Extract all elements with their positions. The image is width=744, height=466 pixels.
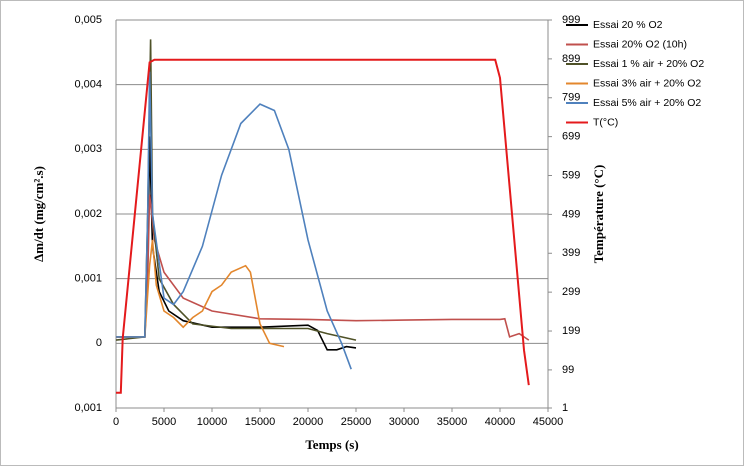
x-tick-label: 20000 xyxy=(293,416,324,428)
y-tick-label: 0,001 xyxy=(74,273,102,285)
x-tick-label: 15000 xyxy=(245,416,276,428)
y2-tick-label: 1 xyxy=(562,402,568,414)
x-tick-label: 40000 xyxy=(485,416,516,428)
y2-axis-title: Température (°C) xyxy=(591,165,606,264)
y2-tick-label: 599 xyxy=(562,169,580,181)
legend-label: T(°C) xyxy=(593,116,618,128)
legend-label: Essai 1 % air + 20% O2 xyxy=(593,58,704,70)
y2-tick-label: 899 xyxy=(562,53,580,65)
series-line xyxy=(116,58,530,394)
y2-tick-label: 499 xyxy=(562,208,580,220)
x-tick-label: 5000 xyxy=(152,416,176,428)
y2-tick-label: 399 xyxy=(562,247,580,259)
legend-label: Essai 5% air + 20% O2 xyxy=(593,97,701,109)
x-axis-title: Temps (s) xyxy=(305,437,358,452)
y2-tick-label: 99 xyxy=(562,364,574,376)
y-tick-label: 0 xyxy=(96,337,102,349)
legend-label: Essai 3% air + 20% O2 xyxy=(593,77,701,89)
y-tick-label: 0,001 xyxy=(74,402,102,414)
x-tick-label: 45000 xyxy=(533,416,564,428)
legend-label: Essai 20% O2 (10h) xyxy=(593,38,687,50)
series-line xyxy=(116,239,285,348)
y2-tick-label: 199 xyxy=(562,325,580,337)
y-axis-title: Δm/dt (mg/cm².s) xyxy=(31,166,46,262)
x-tick-label: 35000 xyxy=(437,416,468,428)
x-tick-label: 25000 xyxy=(341,416,372,428)
x-tick-label: 10000 xyxy=(197,416,228,428)
legend-label: Essai 20 % O2 xyxy=(593,19,663,31)
y-tick-label: 0,002 xyxy=(74,208,102,220)
y2-tick-label: 299 xyxy=(562,286,580,298)
y2-tick-label: 699 xyxy=(562,131,580,143)
series-line xyxy=(116,194,530,341)
y-tick-label: 0,004 xyxy=(74,79,102,91)
x-tick-label: 0 xyxy=(113,416,119,428)
x-tick-label: 30000 xyxy=(389,416,420,428)
y2-tick-label: 999 xyxy=(562,14,580,26)
series-line xyxy=(116,71,352,370)
y-tick-label: 0,005 xyxy=(74,14,102,26)
y-tick-label: 0,003 xyxy=(74,143,102,155)
y2-tick-label: 799 xyxy=(562,92,580,104)
